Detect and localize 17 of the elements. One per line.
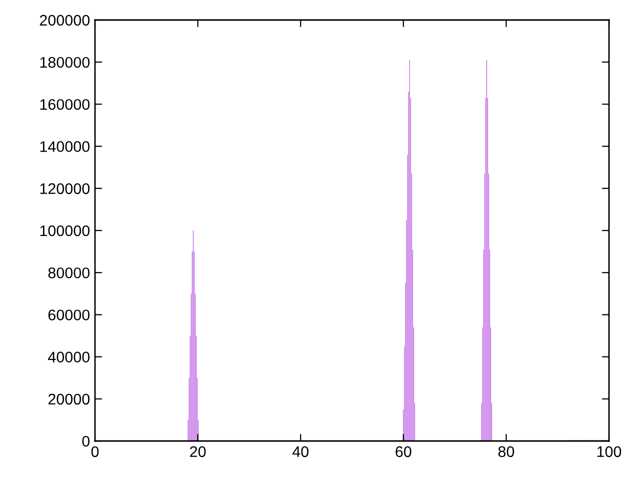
y-tick-label: 200000 (40, 14, 90, 26)
y-tick-label: 140000 (40, 141, 90, 152)
y-tick-label: 60000 (48, 310, 90, 320)
y-tick-label: 80000 (48, 267, 90, 278)
y-tick-label: 20000 (48, 394, 90, 405)
y-tick-label: 100000 (40, 225, 90, 236)
x-tick-label: 100 (597, 446, 622, 458)
x-tick-label: 0 (91, 446, 99, 458)
x-tick-label: 80 (498, 446, 514, 458)
y-tick-label: 0 (82, 436, 90, 447)
x-tick-label: 40 (292, 446, 308, 458)
x-tick-label: 60 (396, 446, 412, 458)
y-tick-label: 180000 (40, 56, 90, 68)
y-tick-label: 120000 (40, 183, 90, 194)
y-tick-label: 160000 (40, 99, 90, 110)
y-tick-label: 40000 (48, 352, 90, 362)
x-tick-label: 20 (190, 446, 206, 458)
